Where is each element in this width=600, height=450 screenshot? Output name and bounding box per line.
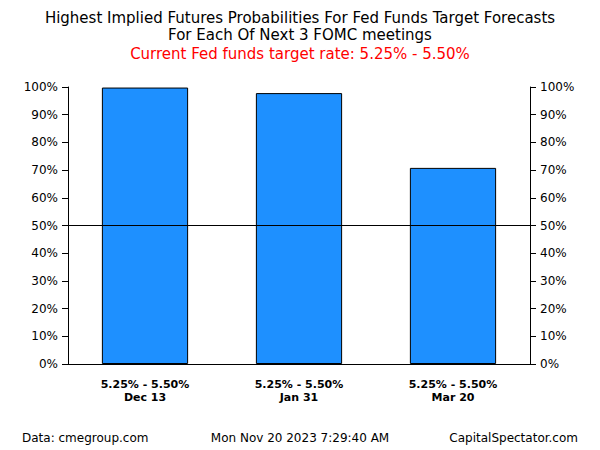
svg-text:60%: 60% [31, 191, 58, 205]
svg-text:20%: 20% [540, 302, 567, 316]
svg-text:Highest Implied Futures Probab: Highest Implied Futures Probabilities Fo… [45, 9, 555, 27]
svg-text:5.25% - 5.50%: 5.25% - 5.50% [101, 378, 190, 391]
svg-text:80%: 80% [540, 135, 567, 149]
svg-text:70%: 70% [31, 163, 58, 177]
svg-text:100%: 100% [540, 80, 574, 94]
svg-text:90%: 90% [31, 108, 58, 122]
svg-text:30%: 30% [31, 274, 58, 288]
svg-text:60%: 60% [540, 191, 567, 205]
svg-text:40%: 40% [31, 246, 58, 260]
svg-text:10%: 10% [540, 329, 567, 343]
svg-text:Mar 20: Mar 20 [432, 391, 475, 404]
svg-text:Jan 31: Jan 31 [279, 391, 318, 404]
svg-text:For Each Of Next 3 FOMC meetin: For Each Of Next 3 FOMC meetings [168, 26, 432, 44]
svg-text:20%: 20% [31, 302, 58, 316]
svg-text:5.25% - 5.50%: 5.25% - 5.50% [255, 378, 344, 391]
svg-text:30%: 30% [540, 274, 567, 288]
svg-text:80%: 80% [31, 135, 58, 149]
svg-text:0%: 0% [540, 357, 559, 371]
svg-text:Mon Nov 20 2023 7:29:40 AM: Mon Nov 20 2023 7:29:40 AM [211, 431, 389, 445]
svg-text:90%: 90% [540, 108, 567, 122]
svg-text:40%: 40% [540, 246, 567, 260]
svg-text:50%: 50% [31, 219, 58, 233]
svg-text:100%: 100% [24, 80, 58, 94]
svg-text:50%: 50% [540, 219, 567, 233]
svg-text:Data: cmegroup.com: Data: cmegroup.com [22, 431, 148, 445]
svg-text:Current Fed funds target rate:: Current Fed funds target rate: 5.25% - 5… [130, 45, 470, 63]
svg-text:70%: 70% [540, 163, 567, 177]
svg-text:Dec 13: Dec 13 [124, 391, 166, 404]
svg-text:CapitalSpectator.com: CapitalSpectator.com [449, 431, 578, 445]
svg-text:0%: 0% [39, 357, 58, 371]
svg-text:10%: 10% [31, 329, 58, 343]
svg-text:5.25% - 5.50%: 5.25% - 5.50% [409, 378, 498, 391]
